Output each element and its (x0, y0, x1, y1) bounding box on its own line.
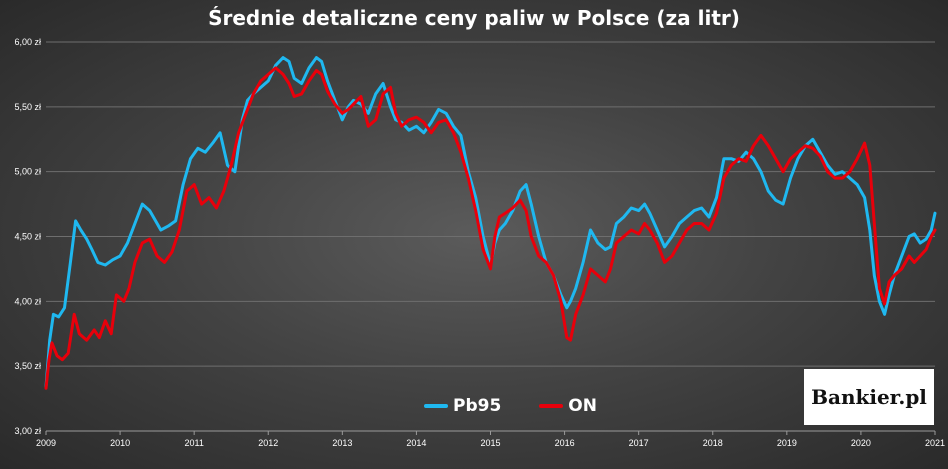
x-tick-label: 2009 (36, 438, 56, 448)
x-tick-label: 2013 (332, 438, 352, 448)
series-line-on (44, 66, 937, 390)
chart-title: Średnie detaliczne ceny paliw w Polsce (… (208, 6, 740, 30)
y-tick-label: 3,50 zł (14, 361, 41, 371)
x-tick-label: 2010 (110, 438, 130, 448)
legend-swatch-pb95 (424, 404, 448, 408)
y-tick-label: 4,50 zł (14, 232, 41, 242)
x-tick-label: 2021 (925, 438, 945, 448)
bankier-logo: Bankier.pl (804, 369, 934, 425)
y-tick-label: 5,00 zł (14, 167, 41, 177)
x-tick-label: 2019 (777, 438, 797, 448)
x-tick-label: 2015 (480, 438, 500, 448)
y-tick-label: 5,50 zł (14, 102, 41, 112)
y-tick-label: 4,00 zł (14, 296, 41, 306)
legend: Pb95 ON (424, 396, 597, 416)
x-tick-label: 2020 (851, 438, 871, 448)
x-tick-label: 2018 (703, 438, 723, 448)
legend-label-pb95: Pb95 (453, 396, 502, 416)
x-tick-label: 2014 (406, 438, 426, 448)
x-tick-label: 2011 (184, 438, 203, 448)
logo-text: Bankier.pl (811, 385, 927, 409)
x-tick-label: 2016 (555, 438, 575, 448)
x-tick-label: 2012 (258, 438, 278, 448)
legend-item-on: ON (539, 396, 597, 416)
y-tick-label: 6,00 zł (14, 37, 41, 47)
legend-label-on: ON (568, 396, 597, 416)
x-tick-label: 2017 (629, 438, 649, 448)
legend-swatch-on (539, 404, 564, 408)
legend-item-pb95: Pb95 (424, 396, 501, 416)
y-tick-label: 3,00 zł (14, 426, 41, 436)
